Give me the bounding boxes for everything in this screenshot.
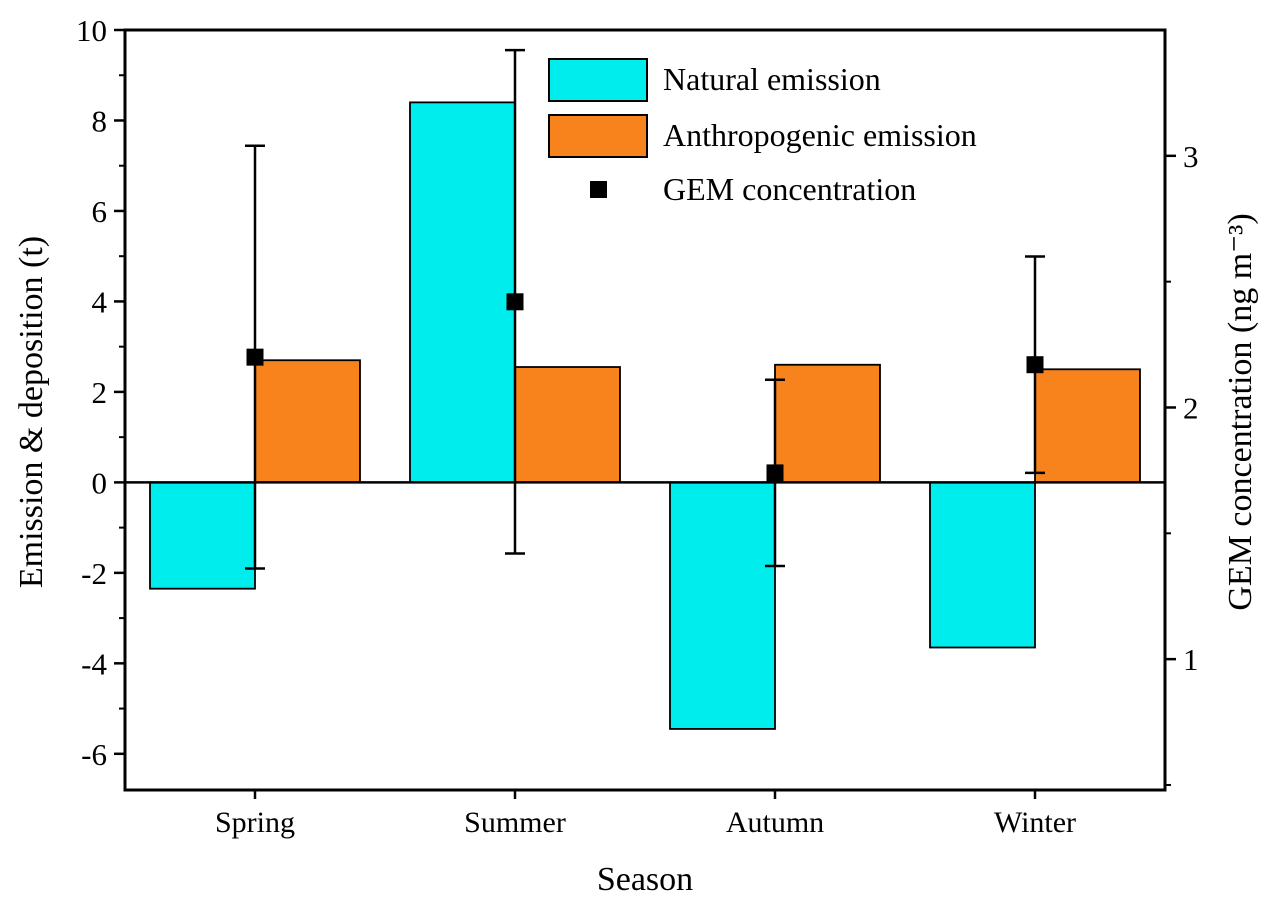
left-tick-label: -2 xyxy=(81,556,107,591)
x-axis-title: Season xyxy=(596,861,694,898)
gem-marker-cell xyxy=(548,180,648,198)
gem-marker-summer xyxy=(506,293,524,311)
legend-label-gem-concentration: GEM concentration xyxy=(663,170,917,207)
left-tick-label: 10 xyxy=(76,13,107,48)
gem-marker-autumn xyxy=(766,464,784,482)
natural-emission-swatch xyxy=(548,57,648,102)
gem-marker-icon xyxy=(589,180,607,198)
x-tick-label-winter: Winter xyxy=(994,806,1076,839)
bar-natural-emission-winter xyxy=(929,481,1036,649)
left-tick-label: 2 xyxy=(92,375,108,410)
x-tick-label-autumn: Autumn xyxy=(726,806,824,839)
bar-anthropogenic-emission-spring xyxy=(254,359,361,484)
right-tick-label: 2 xyxy=(1183,390,1199,425)
x-tick-label-summer: Summer xyxy=(464,806,566,839)
gem-marker-spring xyxy=(246,348,264,366)
left-tick-label: -4 xyxy=(81,646,107,681)
right-tick-label: 1 xyxy=(1183,642,1199,677)
legend-item-natural-emission: Natural emission xyxy=(548,57,977,102)
left-tick-label: 4 xyxy=(92,284,108,319)
left-tick-label: -6 xyxy=(81,737,107,772)
legend-item-anthropogenic-emission: Anthropogenic emission xyxy=(548,113,977,158)
anthropogenic-emission-swatch xyxy=(548,113,648,158)
right-axis-title: GEM concentration (ng m⁻³) xyxy=(1222,213,1259,611)
left-tick-label: 6 xyxy=(92,194,108,229)
plot-frame xyxy=(123,28,1167,792)
right-tick-label: 3 xyxy=(1183,139,1199,174)
bar-anthropogenic-emission-autumn xyxy=(774,363,881,484)
bar-natural-emission-summer xyxy=(409,101,516,484)
bar-natural-emission-spring xyxy=(149,481,256,590)
left-tick-label: 0 xyxy=(92,465,108,500)
left-tick-label: 8 xyxy=(92,103,108,138)
legend-label-natural-emission: Natural emission xyxy=(663,61,881,97)
legend-item-gem-concentration: GEM concentration xyxy=(548,169,977,209)
legend-label-anthropogenic-emission: Anthropogenic emission xyxy=(663,117,977,153)
bar-natural-emission-autumn xyxy=(669,481,776,730)
legend: Natural emission Anthropogenic emission … xyxy=(548,57,977,209)
bar-anthropogenic-emission-winter xyxy=(1034,368,1141,484)
x-tick-label-spring: Spring xyxy=(215,806,295,839)
bar-anthropogenic-emission-summer xyxy=(514,366,621,484)
left-axis-title: Emission & deposition (t) xyxy=(13,235,50,589)
gem-marker-winter xyxy=(1026,356,1044,374)
